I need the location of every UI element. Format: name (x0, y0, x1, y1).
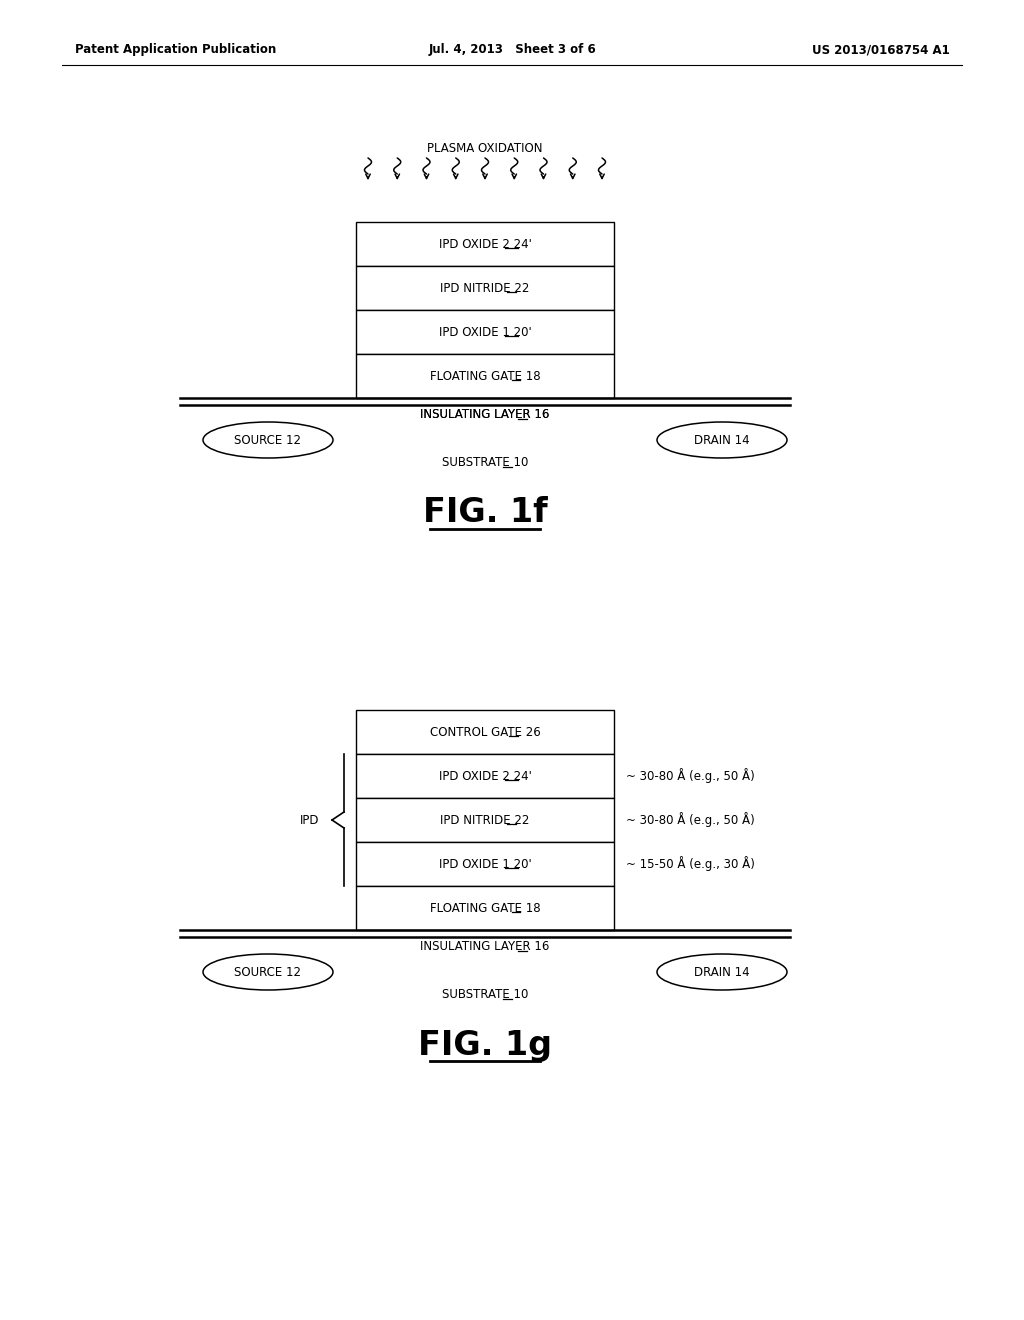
Text: DRAIN 14: DRAIN 14 (694, 965, 750, 978)
Text: ~ 30-80 Å (e.g., 50 Å): ~ 30-80 Å (e.g., 50 Å) (626, 813, 755, 828)
Text: IPD OXIDE 1 20': IPD OXIDE 1 20' (438, 326, 531, 338)
Bar (356, 710, 614, 754)
Text: ~ 15-50 Å (e.g., 30 Å): ~ 15-50 Å (e.g., 30 Å) (626, 857, 755, 871)
Text: SOURCE 12: SOURCE 12 (234, 433, 301, 446)
Bar (356, 310, 614, 354)
Text: FLOATING GATE 18: FLOATING GATE 18 (430, 902, 541, 915)
Text: FIG. 1g: FIG. 1g (418, 1028, 552, 1061)
Text: SOURCE 12: SOURCE 12 (234, 965, 301, 978)
Text: Patent Application Publication: Patent Application Publication (75, 44, 276, 57)
Text: IPD OXIDE 1 20': IPD OXIDE 1 20' (438, 858, 531, 870)
Ellipse shape (657, 422, 787, 458)
Text: IPD NITRIDE 22: IPD NITRIDE 22 (440, 813, 529, 826)
Text: INSULATING LAYER 16: INSULATING LAYER 16 (420, 408, 550, 421)
Text: SUBSTRATE 10: SUBSTRATE 10 (441, 457, 528, 470)
Bar (356, 799, 614, 842)
Text: INSULATING LAYER 16: INSULATING LAYER 16 (420, 940, 550, 953)
Text: ~ 30-80 Å (e.g., 50 Å): ~ 30-80 Å (e.g., 50 Å) (626, 768, 755, 784)
Bar (356, 354, 614, 399)
Text: INSULATING LAYER 16: INSULATING LAYER 16 (420, 408, 550, 421)
Bar (356, 267, 614, 310)
Text: FLOATING GATE 18: FLOATING GATE 18 (430, 370, 541, 383)
Text: IPD OXIDE 2 24': IPD OXIDE 2 24' (438, 238, 531, 251)
Text: IPD NITRIDE 22: IPD NITRIDE 22 (440, 281, 529, 294)
Ellipse shape (657, 954, 787, 990)
Text: DRAIN 14: DRAIN 14 (694, 433, 750, 446)
Ellipse shape (203, 422, 333, 458)
Bar (356, 842, 614, 886)
Text: CONTROL GATE 26: CONTROL GATE 26 (430, 726, 541, 738)
Ellipse shape (203, 954, 333, 990)
Bar (356, 886, 614, 931)
Bar (356, 222, 614, 267)
Text: US 2013/0168754 A1: US 2013/0168754 A1 (812, 44, 950, 57)
Text: Jul. 4, 2013   Sheet 3 of 6: Jul. 4, 2013 Sheet 3 of 6 (428, 44, 596, 57)
Text: FIG. 1f: FIG. 1f (423, 496, 547, 529)
Text: PLASMA OXIDATION: PLASMA OXIDATION (427, 141, 543, 154)
Bar (356, 754, 614, 799)
Text: IPD OXIDE 2 24': IPD OXIDE 2 24' (438, 770, 531, 783)
Text: IPD: IPD (300, 813, 319, 826)
Text: SUBSTRATE 10: SUBSTRATE 10 (441, 989, 528, 1002)
